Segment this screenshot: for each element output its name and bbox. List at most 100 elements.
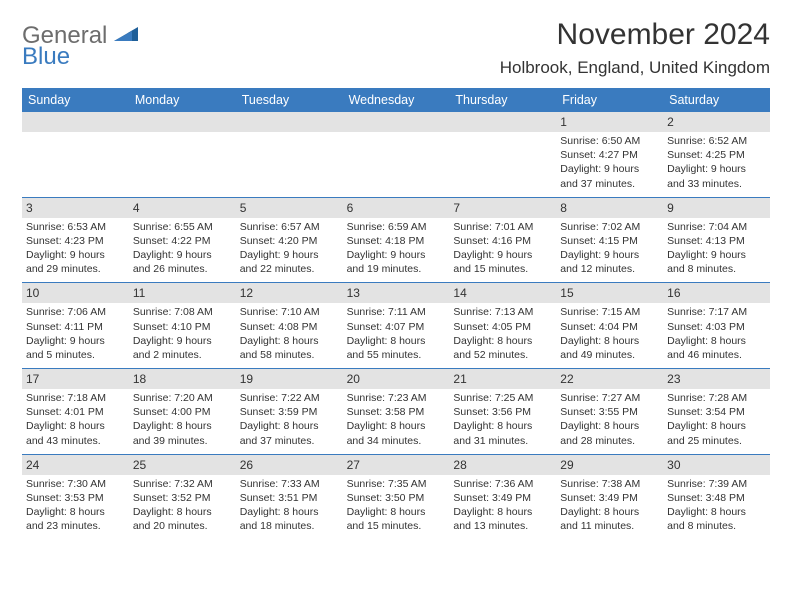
sunset-text: Sunset: 3:54 PM	[667, 405, 766, 419]
daynum-bar: 19	[236, 369, 343, 389]
daynum-bar: 26	[236, 455, 343, 475]
daynum-bar: 7	[449, 198, 556, 218]
day-info: Sunrise: 7:36 AMSunset: 3:49 PMDaylight:…	[453, 477, 552, 534]
sunrise-text: Sunrise: 7:18 AM	[26, 391, 125, 405]
day-number: 8	[560, 201, 567, 215]
daylight-text: and 25 minutes.	[667, 434, 766, 448]
calendar-cell: 9Sunrise: 7:04 AMSunset: 4:13 PMDaylight…	[663, 198, 770, 283]
daylight-text: and 12 minutes.	[560, 262, 659, 276]
daynum-bar: 9	[663, 198, 770, 218]
header-row: General Blue November 2024 Holbrook, Eng…	[22, 18, 770, 78]
daylight-text: and 13 minutes.	[453, 519, 552, 533]
daynum-bar: 11	[129, 283, 236, 303]
daynum-bar: 20	[343, 369, 450, 389]
daylight-text: Daylight: 8 hours	[667, 334, 766, 348]
sunset-text: Sunset: 4:22 PM	[133, 234, 232, 248]
daynum-bar: 22	[556, 369, 663, 389]
daylight-text: and 8 minutes.	[667, 519, 766, 533]
sunset-text: Sunset: 3:51 PM	[240, 491, 339, 505]
daynum-bar: 13	[343, 283, 450, 303]
daynum-bar: .	[449, 112, 556, 132]
day-info: Sunrise: 7:01 AMSunset: 4:16 PMDaylight:…	[453, 220, 552, 277]
day-info: Sunrise: 7:06 AMSunset: 4:11 PMDaylight:…	[26, 305, 125, 362]
day-info: Sunrise: 7:22 AMSunset: 3:59 PMDaylight:…	[240, 391, 339, 448]
day-number: 5	[240, 201, 247, 215]
sunrise-text: Sunrise: 7:10 AM	[240, 305, 339, 319]
daynum-bar: 4	[129, 198, 236, 218]
calendar-cell: 8Sunrise: 7:02 AMSunset: 4:15 PMDaylight…	[556, 198, 663, 283]
day-info: Sunrise: 6:57 AMSunset: 4:20 PMDaylight:…	[240, 220, 339, 277]
daynum-bar: 25	[129, 455, 236, 475]
day-info: Sunrise: 7:20 AMSunset: 4:00 PMDaylight:…	[133, 391, 232, 448]
calendar-cell: 30Sunrise: 7:39 AMSunset: 3:48 PMDayligh…	[663, 455, 770, 540]
sunrise-text: Sunrise: 7:38 AM	[560, 477, 659, 491]
sunrise-text: Sunrise: 7:35 AM	[347, 477, 446, 491]
daylight-text: Daylight: 8 hours	[133, 505, 232, 519]
calendar-cell-empty: .	[236, 112, 343, 197]
sunset-text: Sunset: 4:01 PM	[26, 405, 125, 419]
daylight-text: and 33 minutes.	[667, 177, 766, 191]
day-number: 14	[453, 286, 466, 300]
daylight-text: and 22 minutes.	[240, 262, 339, 276]
day-info: Sunrise: 6:52 AMSunset: 4:25 PMDaylight:…	[667, 134, 766, 191]
daylight-text: Daylight: 8 hours	[453, 505, 552, 519]
day-number: 27	[347, 458, 360, 472]
day-number: 24	[26, 458, 39, 472]
daylight-text: Daylight: 8 hours	[347, 419, 446, 433]
daylight-text: Daylight: 8 hours	[453, 419, 552, 433]
daynum-bar: 14	[449, 283, 556, 303]
calendar-cell-empty: .	[449, 112, 556, 197]
day-info: Sunrise: 7:11 AMSunset: 4:07 PMDaylight:…	[347, 305, 446, 362]
daylight-text: Daylight: 8 hours	[347, 505, 446, 519]
daynum-bar: 27	[343, 455, 450, 475]
sunrise-text: Sunrise: 7:17 AM	[667, 305, 766, 319]
sunrise-text: Sunrise: 7:33 AM	[240, 477, 339, 491]
daynum-bar: 3	[22, 198, 129, 218]
daynum-bar: 28	[449, 455, 556, 475]
day-header: Sunday	[22, 88, 129, 112]
week-row: 3Sunrise: 6:53 AMSunset: 4:23 PMDaylight…	[22, 198, 770, 284]
calendar-grid: SundayMondayTuesdayWednesdayThursdayFrid…	[22, 88, 770, 539]
daylight-text: Daylight: 9 hours	[453, 248, 552, 262]
day-number: 20	[347, 372, 360, 386]
daylight-text: Daylight: 8 hours	[240, 505, 339, 519]
day-number: 9	[667, 201, 674, 215]
daylight-text: Daylight: 8 hours	[26, 419, 125, 433]
day-info: Sunrise: 7:08 AMSunset: 4:10 PMDaylight:…	[133, 305, 232, 362]
sunrise-text: Sunrise: 7:39 AM	[667, 477, 766, 491]
day-number: 11	[133, 286, 145, 300]
sunset-text: Sunset: 3:59 PM	[240, 405, 339, 419]
day-number: 28	[453, 458, 466, 472]
calendar-cell-empty: .	[22, 112, 129, 197]
calendar-cell: 14Sunrise: 7:13 AMSunset: 4:05 PMDayligh…	[449, 283, 556, 368]
daylight-text: and 58 minutes.	[240, 348, 339, 362]
daynum-bar: 8	[556, 198, 663, 218]
day-number: 16	[667, 286, 680, 300]
calendar-cell: 19 Sunrise: 7:22 AMSunset: 3:59 PMDayligh…	[236, 369, 343, 454]
location-text: Holbrook, England, United Kingdom	[500, 58, 770, 78]
daylight-text: Daylight: 8 hours	[560, 419, 659, 433]
calendar-cell: 4Sunrise: 6:55 AMSunset: 4:22 PMDaylight…	[129, 198, 236, 283]
daynum-bar: 12	[236, 283, 343, 303]
day-number: 21	[453, 372, 466, 386]
daynum-bar: 6	[343, 198, 450, 218]
daynum-bar: .	[343, 112, 450, 132]
sunrise-text: Sunrise: 6:53 AM	[26, 220, 125, 234]
daynum-bar: 16	[663, 283, 770, 303]
day-header: Thursday	[449, 88, 556, 112]
sunrise-text: Sunrise: 6:52 AM	[667, 134, 766, 148]
daylight-text: Daylight: 8 hours	[240, 334, 339, 348]
sunrise-text: Sunrise: 7:02 AM	[560, 220, 659, 234]
calendar-cell: 12Sunrise: 7:10 AMSunset: 4:08 PMDayligh…	[236, 283, 343, 368]
sunset-text: Sunset: 3:52 PM	[133, 491, 232, 505]
sunset-text: Sunset: 4:20 PM	[240, 234, 339, 248]
daylight-text: and 49 minutes.	[560, 348, 659, 362]
sunset-text: Sunset: 4:07 PM	[347, 320, 446, 334]
day-info: Sunrise: 7:23 AMSunset: 3:58 PMDaylight:…	[347, 391, 446, 448]
daylight-text: Daylight: 8 hours	[240, 419, 339, 433]
day-number: 19	[240, 372, 253, 386]
daynum-bar: .	[22, 112, 129, 132]
daylight-text: and 15 minutes.	[347, 519, 446, 533]
day-number: 17	[26, 372, 39, 386]
day-number: 23	[667, 372, 680, 386]
